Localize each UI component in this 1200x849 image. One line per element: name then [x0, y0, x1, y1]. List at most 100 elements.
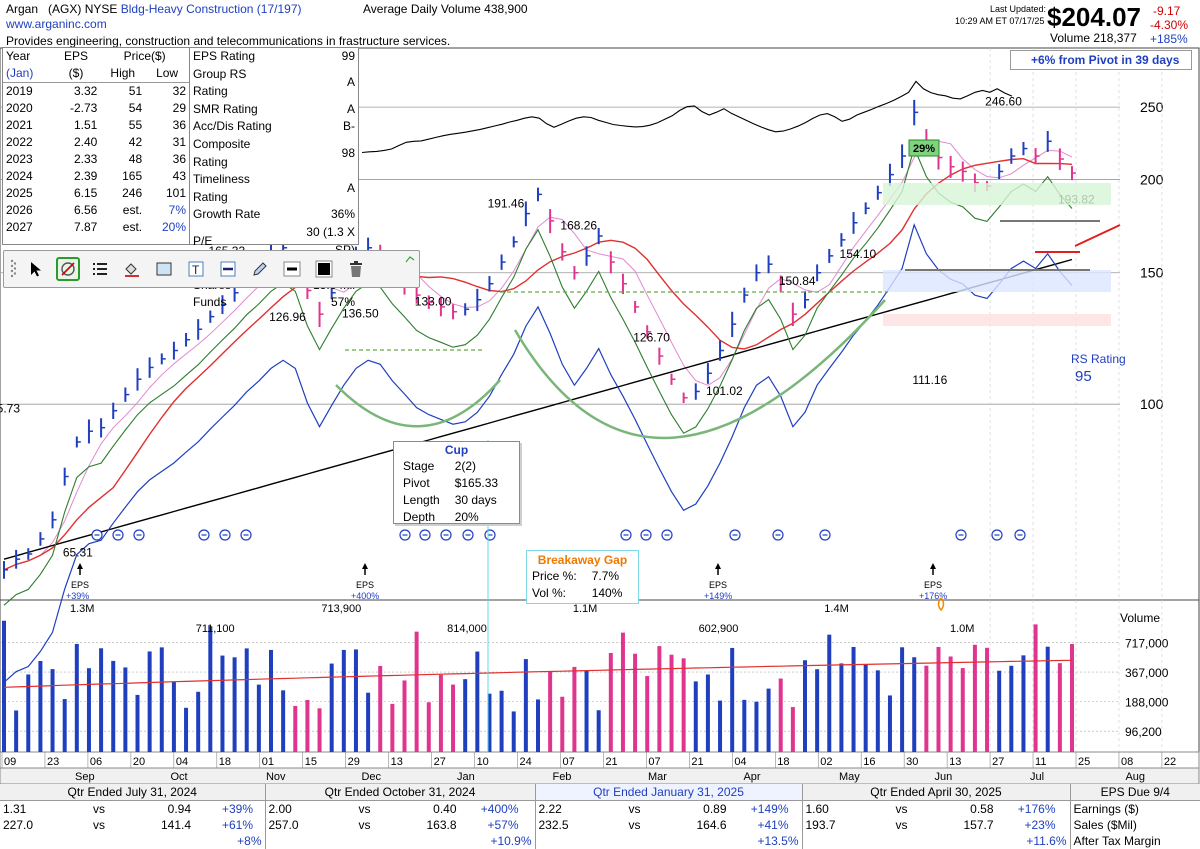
toolbar-corner-icon[interactable] — [405, 253, 415, 267]
volume-bar — [244, 648, 249, 752]
volume-tick-label: 188,000 — [1125, 696, 1169, 710]
hide-annotations-icon[interactable] — [56, 257, 80, 281]
fundamentals-panel: Year EPS Price($) (Jan) ($) High Low 201… — [2, 47, 190, 245]
qtr-side-title: EPS Due 9/4 — [1070, 784, 1200, 801]
fundamentals-high: 55 — [128, 118, 143, 132]
qtr-row-margin: +8% +10.9% +13.5% +11.6% After Tax Margin — [0, 833, 1200, 849]
fundamentals-year: 2019 — [6, 84, 33, 98]
volume-annotation: 814,000 — [447, 623, 487, 635]
x-day-label: 21 — [605, 756, 617, 768]
cup-arc — [335, 379, 501, 428]
volume-axis-title: Volume — [1120, 611, 1160, 625]
volume-bar — [1021, 655, 1026, 752]
select-arrow-icon[interactable] — [24, 257, 48, 281]
fundamentals-year: 2021 — [6, 118, 33, 132]
x-month-label: Apr — [743, 771, 760, 783]
list-icon[interactable] — [88, 257, 112, 281]
fundamentals-row: 2019 3.32 51 32 — [3, 83, 189, 101]
volume-annotation: 711,100 — [196, 623, 235, 635]
fundamentals-high: 165 — [122, 169, 143, 183]
pencil-icon[interactable] — [248, 257, 272, 281]
qtr-row-eps: 1.31 vs 0.94 +39% 2.00 vs 0.40 +400% 2.22 vs 0.89 +… — [0, 800, 1200, 817]
volume-bar — [511, 711, 516, 752]
price-annotation: 95.73 — [0, 401, 20, 415]
price-tick-label: 250 — [1140, 99, 1164, 115]
qtr-sales-cell: 257.0 vs 163.8 +57% — [265, 817, 536, 833]
rating-value: A — [346, 101, 355, 116]
col-low-sub: Low — [145, 65, 189, 83]
fundamentals-low: 36 — [172, 118, 186, 132]
volume-bar — [608, 652, 613, 752]
volume-bar — [948, 656, 953, 752]
x-day-label: 15 — [305, 756, 317, 768]
fundamentals-low: 31 — [172, 135, 186, 149]
rating-label: Acc/Dis Rating — [193, 119, 272, 134]
sell-zone — [883, 314, 1111, 326]
qtr-sales-current: 232.5 — [538, 818, 569, 832]
volume-bar — [754, 701, 759, 752]
fundamentals-low: 20% — [161, 220, 186, 234]
qtr-title: Qtr Ended January 31, 2025 — [535, 784, 803, 801]
rs-rating-value: 95 — [1075, 368, 1092, 385]
fundamentals-row: 2026 6.56 est. 7% — [3, 202, 189, 219]
eps-marker-change: +176% — [919, 591, 947, 601]
line-icon[interactable] — [216, 257, 240, 281]
rating-value: B- — [343, 119, 355, 134]
volume-bar — [269, 649, 273, 752]
volume-bar — [633, 653, 638, 752]
rating-label: Group RS Rating — [193, 66, 247, 99]
x-month-label: Jan — [457, 771, 475, 783]
volume-annotation: 1.4M — [824, 603, 848, 615]
qtr-sales-pct: +61% — [221, 818, 253, 832]
rectangle-icon[interactable] — [152, 257, 176, 281]
line-weight-icon[interactable] — [280, 257, 304, 281]
volume-annotation: 1.1M — [573, 603, 597, 615]
x-day-label: 21 — [691, 756, 703, 768]
breakaway-gap-box[interactable]: Breakaway Gap Price %: 7.7% Vol %: 140% — [526, 550, 639, 604]
col-high-sub: High — [100, 65, 146, 83]
volume-bar — [924, 665, 929, 752]
color-swatch-icon[interactable] — [312, 257, 336, 281]
qtr-sales-current: 257.0 — [268, 818, 299, 832]
x-day-label: 13 — [391, 756, 403, 768]
cup-value: $165.33 — [454, 476, 499, 490]
volume-bar — [887, 695, 892, 752]
volume-bar — [293, 705, 298, 752]
volume-bar — [74, 643, 79, 752]
volume-bar — [147, 651, 152, 752]
qtr-margin: +10.9% — [265, 833, 536, 849]
trash-icon[interactable] — [344, 257, 368, 281]
qtr-eps-current: 1.60 — [805, 802, 829, 816]
last-updated-label: Last Updated: — [990, 4, 1047, 14]
x-month-label: Jun — [934, 771, 952, 783]
industry-link[interactable]: Bldg-Heavy Construction (17/197) — [120, 2, 302, 16]
volume-bar — [705, 674, 710, 752]
volume-tick-label: 717,000 — [1125, 637, 1169, 651]
volume-bar — [353, 649, 358, 752]
qtr-side-sales: Sales ($Mil) — [1073, 818, 1137, 832]
volume-bar — [790, 707, 795, 752]
company-name: Argan — [6, 2, 39, 16]
price-annotation: 65.31 — [63, 545, 93, 559]
x-day-label: 22 — [1164, 756, 1176, 768]
pivot-zone — [883, 270, 1111, 292]
qtr-vs: vs — [628, 818, 641, 832]
toolbar-grip-icon[interactable] — [10, 257, 17, 281]
website-link[interactable]: www.arganinc.com — [6, 17, 107, 31]
fundamentals-high: 54 — [128, 101, 143, 115]
volume-bar — [681, 658, 686, 752]
volume-bar — [196, 691, 201, 752]
volume-bar — [997, 670, 1002, 752]
drawing-toolbar: T — [3, 250, 420, 288]
fundamentals-row: 2027 7.87 est. 20% — [3, 219, 189, 236]
volume-bar — [123, 667, 128, 752]
text-icon[interactable]: T — [184, 257, 208, 281]
qtr-title: Qtr Ended October 31, 2024 — [265, 784, 536, 801]
rating-row: EPS Rating 99 — [190, 48, 358, 66]
cup-pattern-box[interactable]: Cup Stage 2(2) Pivot $165.33 Length 30 days De… — [393, 441, 520, 524]
qtr-sales-prior: 157.7 — [963, 818, 994, 832]
qtr-eps-cell: 2.00 vs 0.40 +400% — [265, 800, 536, 817]
volume-tick-label: 367,000 — [1125, 666, 1169, 680]
price-change: -9.17 — [1153, 4, 1181, 18]
fill-icon[interactable] — [120, 257, 144, 281]
